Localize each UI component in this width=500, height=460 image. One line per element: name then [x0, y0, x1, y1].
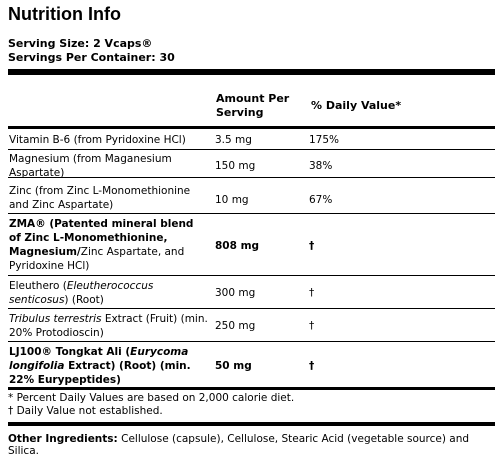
footnote-percent: * Percent Daily Values are based on 2,00…	[8, 392, 295, 404]
page-title: Nutrition Info	[8, 4, 121, 24]
other-ingredients-label: Other Ingredients:	[8, 433, 118, 445]
nutrient-name-italic: Eurycoma longifolia	[9, 346, 189, 372]
nutrient-dv: 175%	[309, 134, 340, 146]
nutrient-name-post: ) (Root)	[64, 294, 104, 306]
nutrient-dv: †	[309, 320, 315, 332]
table-row: Tribulus terrestris Extract (Fruit) (min…	[8, 308, 495, 342]
nutrient-name-post: Extract) (Root) (min. 22% Eurypeptides)	[9, 360, 191, 386]
nutrient-amount: 150 mg	[215, 160, 256, 172]
table-row: Zinc (from Zinc L-Monomethionine and Zin…	[8, 177, 495, 214]
nutrient-name: Magnesium (from Maganesium Aspartate)	[9, 153, 172, 179]
nutrient-name: Tribulus terrestris Extract (Fruit) (min…	[9, 312, 209, 340]
nutrient-dv: †	[309, 287, 315, 299]
nutrient-name: Vitamin B-6 (from Pyridoxine HCl)	[9, 134, 186, 146]
table-row: LJ100® Tongkat Ali (Eurycoma longifolia …	[8, 341, 495, 388]
nutrient-name: Eleuthero (Eleutherococcus senticosus) (…	[9, 279, 209, 307]
footnote-dagger: † Daily Value not established.	[8, 405, 163, 417]
daily-value-header: % Daily Value*	[311, 99, 402, 112]
other-ingredients-text: Cellulose (capsule), Cellulose, Stearic …	[8, 433, 470, 457]
nutrient-name-pre: Eleuthero (	[9, 280, 67, 292]
nutrient-amount: 50 mg	[215, 360, 252, 372]
nutrient-amount: 3.5 mg	[215, 134, 252, 146]
table-row: Eleuthero (Eleutherococcus senticosus) (…	[8, 275, 495, 309]
thick-rule-bottom	[8, 422, 495, 426]
nutrient-name-post: Extract (Fruit) (min. 20% Protodioscin)	[9, 313, 208, 339]
nutrient-amount: 808 mg	[215, 240, 260, 252]
serving-size: Serving Size: 2 Vcaps®	[8, 37, 153, 50]
nutrient-name: LJ100® Tongkat Ali (Eurycoma longifolia …	[9, 345, 209, 387]
nutrient-name-rest: Zinc Aspartate, and Pyridoxine HCl)	[9, 246, 185, 272]
table-row: Vitamin B-6 (from Pyridoxine HCl) 3.5 mg…	[8, 129, 495, 149]
table-row: Magnesium (from Maganesium Aspartate) 15…	[8, 149, 495, 179]
thick-rule-top	[8, 69, 495, 75]
nutrient-name: Zinc (from Zinc L-Monomethionine and Zin…	[9, 185, 191, 211]
table-row: ZMA® (Patented mineral blend of Zinc L-M…	[8, 213, 495, 276]
bottom-table-rule	[8, 387, 495, 390]
nutrient-amount: 300 mg	[215, 287, 256, 299]
nutrient-dv: 38%	[309, 160, 333, 172]
nutrient-name: ZMA® (Patented mineral blend of Zinc L-M…	[9, 217, 204, 273]
nutrient-name-pre: LJ100® Tongkat Ali (	[9, 346, 131, 358]
nutrient-dv: 67%	[309, 194, 333, 206]
amount-per-serving-header: Amount Per Serving	[216, 92, 290, 119]
nutrient-name-italic: Tribulus terrestris	[9, 313, 102, 325]
nutrient-name-bold: ZMA® (Patented mineral blend of Zinc L-M…	[9, 218, 194, 258]
other-ingredients: Other Ingredients: Cellulose (capsule), …	[8, 433, 500, 457]
nutrient-amount: 250 mg	[215, 320, 256, 332]
nutrient-dv: †	[309, 240, 315, 252]
header-rule	[8, 126, 495, 129]
nutrient-amount: 10 mg	[215, 194, 249, 206]
servings-per-container: Servings Per Container: 30	[8, 51, 175, 64]
nutrient-name-italic: Eleutherococcus senticosus	[9, 280, 154, 306]
nutrient-dv: †	[309, 360, 315, 372]
